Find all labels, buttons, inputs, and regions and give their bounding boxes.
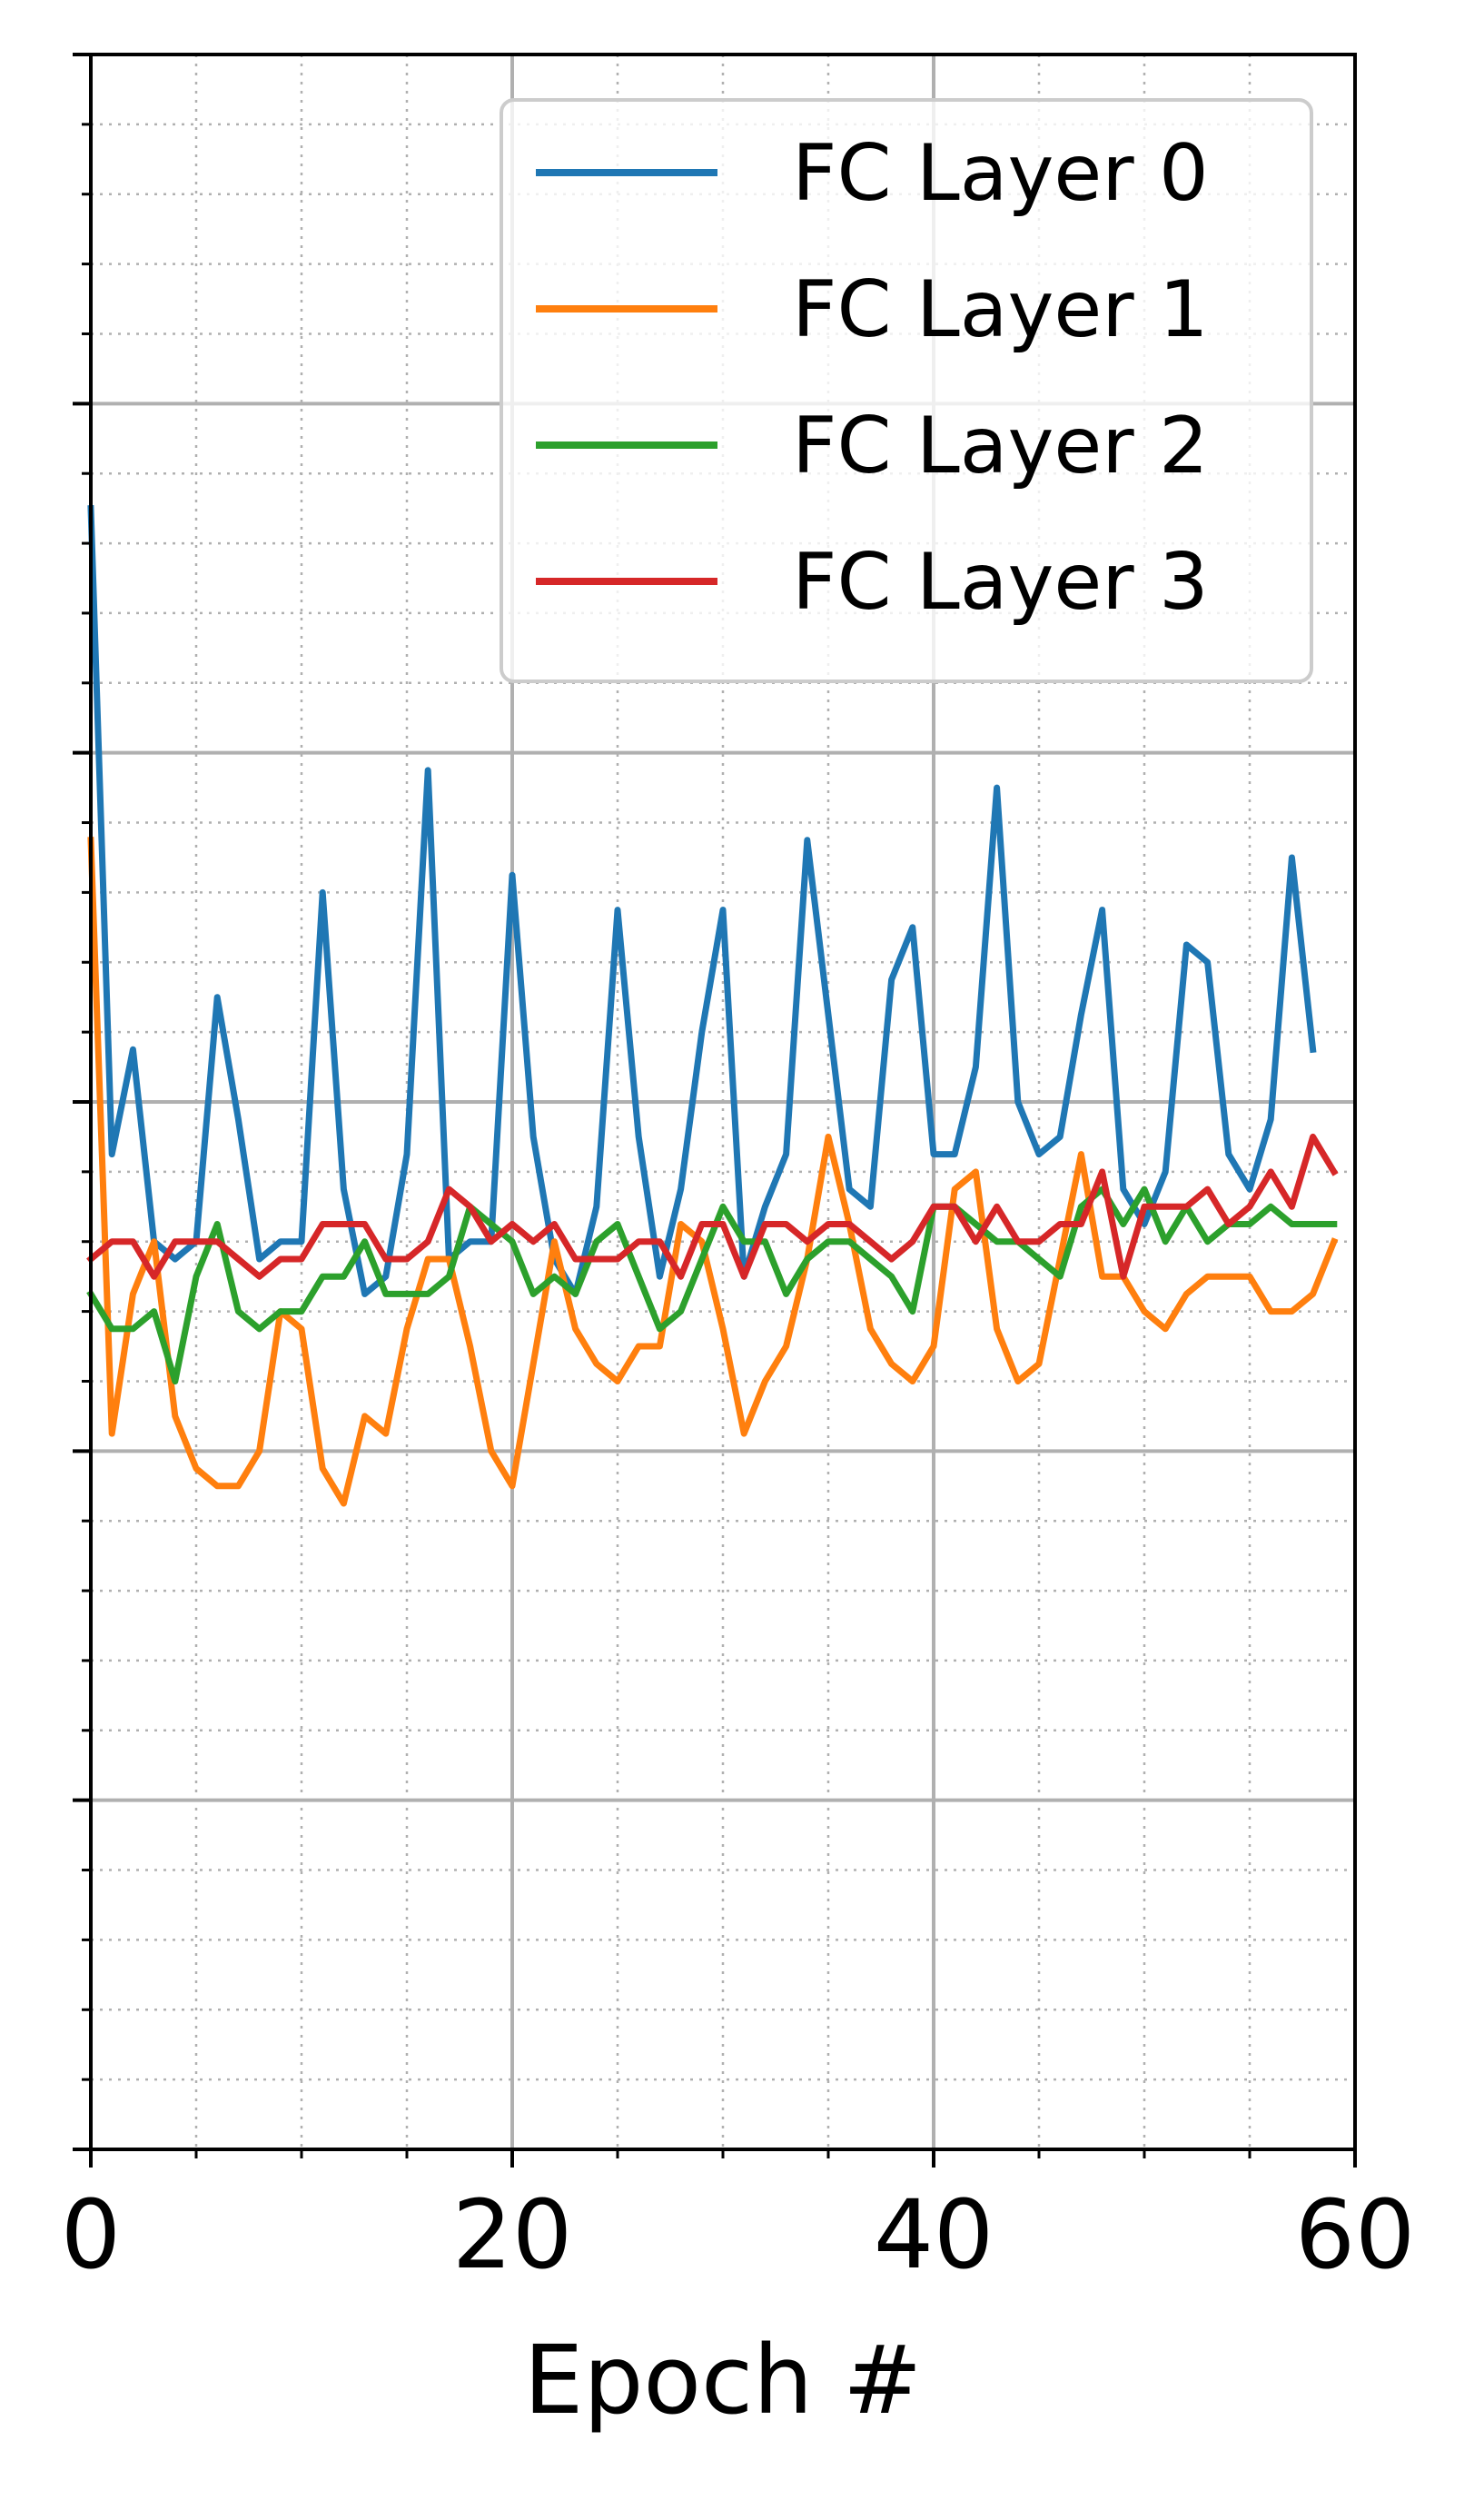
series-line-3	[86, 1133, 1339, 1280]
legend-label-1: FC Layer 1	[792, 264, 1209, 355]
legend: FC Layer 0 FC Layer 1 FC Layer 2 FC Layer 3	[500, 98, 1313, 683]
legend-box	[500, 98, 1313, 683]
legend-label-3: FC Layer 3	[792, 537, 1209, 628]
series-line-0	[87, 504, 1317, 1297]
x-tick-label: 40	[874, 2179, 994, 2290]
x-axis-title: Epoch #	[524, 2325, 923, 2436]
x-tick-label: 0	[61, 2179, 121, 2290]
x-tick-label: 60	[1295, 2179, 1415, 2290]
legend-label-0: FC Layer 0	[792, 128, 1209, 219]
x-tick-label: 20	[452, 2179, 572, 2290]
series-layer	[86, 504, 1339, 1507]
series-line-1	[87, 837, 1339, 1507]
axis-ticks	[73, 53, 1357, 2168]
x-tick-labels: 0 20 40 60	[61, 2179, 1415, 2290]
series-line-2	[86, 1186, 1338, 1384]
legend-label-2: FC Layer 2	[792, 401, 1209, 491]
